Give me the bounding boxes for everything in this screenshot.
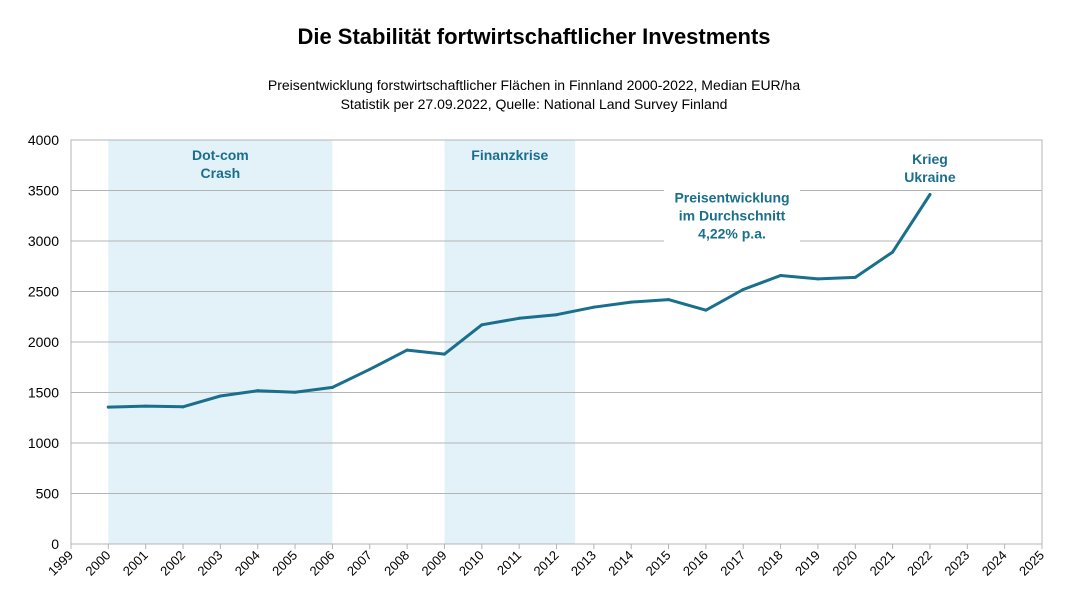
y-tick-label: 500 (36, 486, 60, 502)
x-tick-label: 2020 (829, 548, 860, 579)
data-point (667, 298, 671, 302)
y-axis: 0 500 1000 1500 2000 2500 3000 3500 4000 (28, 132, 59, 552)
x-tick-label: 2024 (979, 548, 1010, 579)
x-tick-label: 2008 (381, 548, 412, 579)
x-tick-label: 2010 (456, 548, 487, 579)
series (106, 193, 932, 409)
y-tick-label: 2500 (28, 284, 59, 300)
x-tick-label: 2006 (306, 548, 337, 579)
data-point (293, 390, 297, 394)
data-point (181, 405, 185, 409)
shaded-period-label: Crash (201, 165, 241, 181)
data-point (405, 348, 409, 352)
x-tick-label: 2005 (269, 548, 300, 579)
data-point (555, 313, 558, 317)
x-tick-label: 1999 (45, 548, 76, 579)
x-tick-label: 2018 (755, 548, 786, 579)
chart-subtitle-line-2: Statistik per 27.09.2022, Quelle: Nation… (340, 96, 728, 112)
x-tick-label: 2004 (232, 548, 263, 579)
data-point (928, 193, 932, 197)
annotation-label: Preisentwicklung (674, 190, 789, 206)
x-tick-label: 2016 (680, 548, 711, 579)
x-tick-label: 2019 (792, 548, 823, 579)
x-tick-label: 2017 (717, 548, 748, 579)
x-axis: 1999 2000 2001 2002 2003 2004 2005 2006 2007 2008… (45, 544, 1047, 579)
data-point (442, 352, 446, 356)
x-tick-label: 2013 (568, 548, 599, 579)
y-tick-label: 2000 (28, 334, 59, 350)
x-tick-label: 2003 (194, 548, 225, 579)
annotation-label: Ukraine (904, 169, 956, 185)
data-point (480, 323, 484, 327)
y-tick-label: 3000 (28, 233, 59, 249)
shaded-period-label: Finanzkrise (471, 147, 548, 163)
data-point (891, 250, 895, 254)
x-tick-label: 2021 (867, 548, 898, 579)
annotation-label: 4,22% p.a. (698, 226, 766, 242)
data-point (218, 394, 222, 398)
annotation-label: im Durchschnitt (679, 208, 786, 224)
data-point (517, 316, 521, 320)
data-point (741, 287, 745, 291)
data-point (592, 305, 596, 309)
data-point (106, 405, 110, 409)
y-tick-label: 1000 (28, 435, 59, 451)
x-tick-label: 2000 (82, 548, 113, 579)
data-point (704, 308, 708, 312)
x-tick-label: 2015 (643, 548, 674, 579)
data-point (256, 389, 260, 393)
shaded-period-label: Dot-com (192, 147, 249, 163)
x-tick-label: 2025 (1016, 548, 1047, 579)
data-point (779, 274, 783, 278)
data-point (144, 404, 148, 408)
x-tick-label: 2007 (344, 548, 375, 579)
annotations: Krieg Ukraine Preisentwicklung im Durchschn… (664, 151, 956, 247)
chart-title: Die Stabilität fortwirtschaftlicher Inve… (297, 24, 771, 49)
y-tick-label: 1500 (28, 385, 59, 401)
y-tick-label: 4000 (28, 132, 59, 148)
x-tick-label: 2002 (157, 548, 188, 579)
y-tick-label: 0 (51, 536, 59, 552)
data-point (629, 300, 633, 304)
x-tick-label: 2023 (941, 548, 972, 579)
data-point (330, 385, 334, 389)
data-point (816, 277, 820, 281)
data-point (368, 367, 372, 371)
y-tick-label: 3500 (28, 183, 59, 199)
x-tick-label: 2022 (904, 548, 935, 579)
x-tick-label: 2012 (531, 548, 562, 579)
x-tick-label: 2009 (419, 548, 450, 579)
x-tick-label: 2011 (494, 548, 524, 578)
data-point (853, 275, 857, 279)
chart-subtitle-line-1: Preisentwicklung forstwirtschaftlicher F… (267, 77, 801, 93)
annotation-label: Krieg (912, 151, 948, 167)
x-tick-label: 2014 (605, 548, 636, 579)
x-tick-label: 2001 (120, 548, 151, 579)
annotation-background (664, 186, 801, 247)
